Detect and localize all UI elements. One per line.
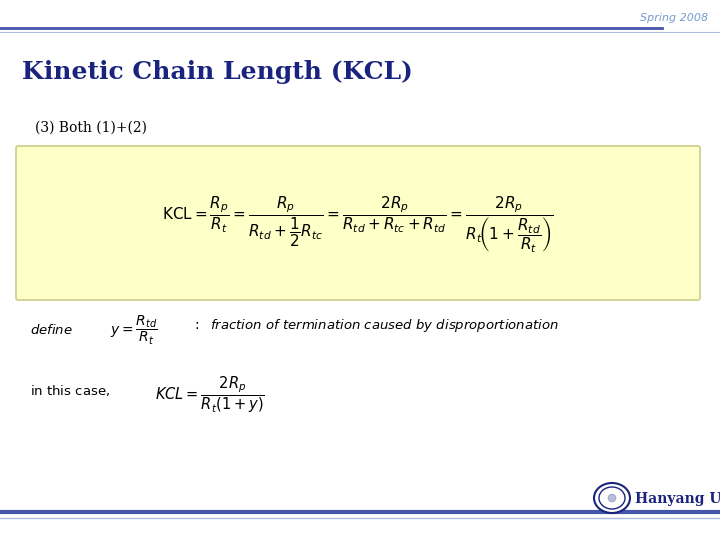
Text: $\mathrm{KCL{=}}\dfrac{R_p}{R_t} = \dfrac{R_p}{R_{td}+\dfrac{1}{2}R_{tc}} = \dfr: $\mathrm{KCL{=}}\dfrac{R_p}{R_t} = \dfra… [162, 195, 554, 255]
Text: $\mathit{define}$: $\mathit{define}$ [30, 323, 73, 337]
Text: $\mathit{KCL}=\dfrac{2R_p}{R_t(1+y)}$: $\mathit{KCL}=\dfrac{2R_p}{R_t(1+y)}$ [155, 375, 265, 415]
Ellipse shape [599, 487, 625, 509]
Text: $\mathrm{in\ this\ case,}$: $\mathrm{in\ this\ case,}$ [30, 382, 110, 397]
Text: $\mathit{fraction\ of\ termination\ caused\ by\ disproportionation}$: $\mathit{fraction\ of\ termination\ caus… [210, 316, 559, 334]
Text: $:$: $:$ [192, 318, 199, 332]
Text: Spring 2008: Spring 2008 [640, 13, 708, 23]
Text: (3) Both (1)+(2): (3) Both (1)+(2) [35, 121, 147, 135]
Ellipse shape [608, 494, 616, 502]
Text: Hanyang Univ: Hanyang Univ [635, 492, 720, 506]
FancyBboxPatch shape [16, 146, 700, 300]
Text: $\mathit{y}=\dfrac{R_{td}}{R_t}$: $\mathit{y}=\dfrac{R_{td}}{R_t}$ [110, 313, 158, 347]
Text: Kinetic Chain Length (KCL): Kinetic Chain Length (KCL) [22, 60, 413, 84]
Ellipse shape [594, 483, 630, 513]
